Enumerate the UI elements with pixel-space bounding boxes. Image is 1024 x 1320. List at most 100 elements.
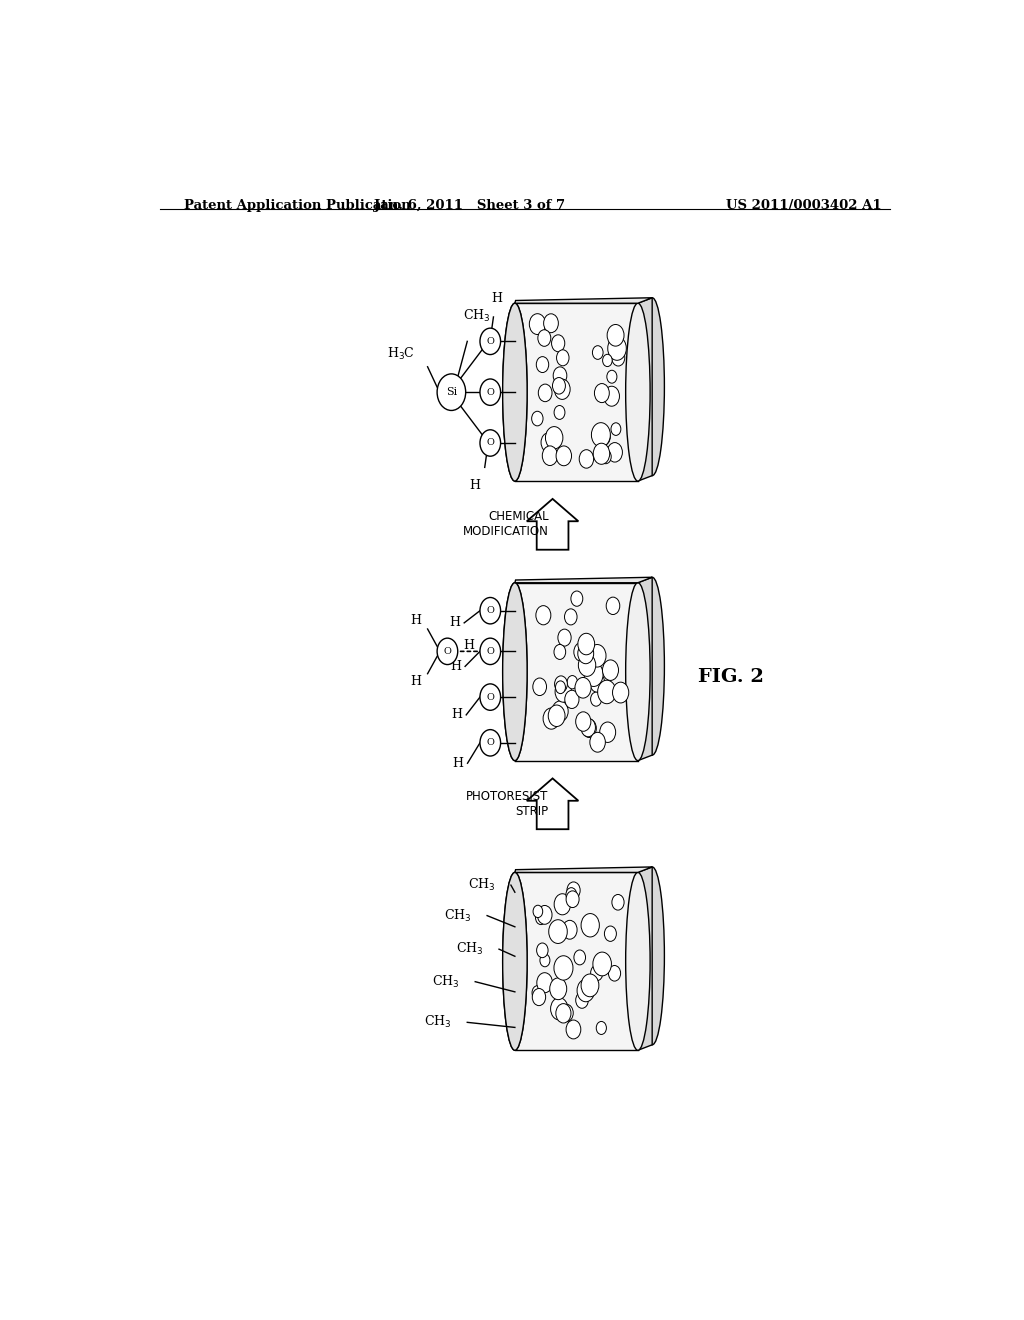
Circle shape <box>555 676 567 692</box>
Text: Patent Application Publication: Patent Application Publication <box>183 199 411 213</box>
Circle shape <box>536 606 551 624</box>
Ellipse shape <box>626 304 650 480</box>
Text: O: O <box>486 438 495 447</box>
Polygon shape <box>515 298 652 304</box>
Circle shape <box>566 891 580 908</box>
Circle shape <box>531 412 543 426</box>
Circle shape <box>573 950 586 965</box>
Circle shape <box>538 906 552 924</box>
Circle shape <box>596 428 610 445</box>
Text: H: H <box>492 292 502 305</box>
Circle shape <box>538 330 551 346</box>
Circle shape <box>544 314 558 333</box>
Polygon shape <box>638 867 652 1051</box>
Text: H$_3$C: H$_3$C <box>387 346 416 362</box>
Text: CHEMICAL
MODIFICATION: CHEMICAL MODIFICATION <box>463 511 549 539</box>
Text: H: H <box>411 614 421 627</box>
Circle shape <box>532 678 547 696</box>
Circle shape <box>578 643 594 664</box>
Text: H: H <box>453 756 464 770</box>
Circle shape <box>612 895 624 909</box>
Circle shape <box>591 965 603 981</box>
Polygon shape <box>515 577 652 582</box>
Ellipse shape <box>503 582 527 760</box>
Circle shape <box>555 681 571 702</box>
Circle shape <box>575 711 591 731</box>
Ellipse shape <box>503 873 527 1051</box>
Circle shape <box>556 1003 571 1023</box>
Bar <box>515 582 638 760</box>
Circle shape <box>589 644 606 667</box>
Bar <box>515 873 638 1051</box>
Ellipse shape <box>640 577 665 755</box>
Circle shape <box>541 433 556 453</box>
Text: FIG. 2: FIG. 2 <box>698 668 764 686</box>
Text: H: H <box>452 709 462 721</box>
Circle shape <box>607 325 624 346</box>
Text: CH$_3$: CH$_3$ <box>463 308 490 323</box>
Circle shape <box>604 927 616 941</box>
Ellipse shape <box>503 873 527 1051</box>
Text: CH$_3$: CH$_3$ <box>424 1014 452 1031</box>
Circle shape <box>602 354 612 367</box>
Text: PHOTORESIST
STRIP: PHOTORESIST STRIP <box>466 789 549 818</box>
Circle shape <box>562 920 578 940</box>
Circle shape <box>580 450 594 469</box>
Text: O: O <box>486 606 495 615</box>
Text: O: O <box>486 647 495 656</box>
Circle shape <box>540 954 550 966</box>
Circle shape <box>480 329 501 355</box>
Ellipse shape <box>503 304 527 480</box>
Circle shape <box>437 638 458 664</box>
Polygon shape <box>638 298 652 480</box>
Bar <box>515 304 638 480</box>
Circle shape <box>529 314 546 334</box>
Circle shape <box>585 663 603 686</box>
Polygon shape <box>515 867 652 873</box>
Circle shape <box>591 692 601 706</box>
Circle shape <box>546 426 563 449</box>
Text: Si: Si <box>445 387 457 397</box>
Text: H: H <box>469 479 480 492</box>
Circle shape <box>480 684 501 710</box>
Circle shape <box>596 1022 606 1035</box>
Circle shape <box>600 450 611 463</box>
Text: O: O <box>486 693 495 702</box>
Circle shape <box>582 719 596 738</box>
Circle shape <box>532 986 544 1001</box>
Circle shape <box>564 609 578 624</box>
Circle shape <box>590 673 605 693</box>
Circle shape <box>573 643 589 661</box>
Circle shape <box>556 446 571 466</box>
Circle shape <box>437 374 466 411</box>
Circle shape <box>581 974 599 997</box>
Circle shape <box>593 444 609 465</box>
Ellipse shape <box>640 867 665 1045</box>
Circle shape <box>554 405 565 420</box>
Circle shape <box>548 705 565 726</box>
FancyArrow shape <box>526 499 579 549</box>
Circle shape <box>578 979 595 1002</box>
Text: H: H <box>451 660 461 673</box>
Circle shape <box>552 701 568 722</box>
Text: CH$_3$: CH$_3$ <box>443 908 471 924</box>
Circle shape <box>480 638 501 664</box>
Polygon shape <box>638 577 652 760</box>
Circle shape <box>551 998 568 1020</box>
Circle shape <box>593 346 603 359</box>
Text: US 2011/0003402 A1: US 2011/0003402 A1 <box>726 199 882 213</box>
Circle shape <box>571 591 583 606</box>
Circle shape <box>592 422 610 447</box>
Circle shape <box>539 384 552 401</box>
Circle shape <box>554 956 573 981</box>
Circle shape <box>552 335 565 351</box>
Circle shape <box>607 371 616 383</box>
Circle shape <box>536 911 547 924</box>
Circle shape <box>567 676 578 689</box>
Ellipse shape <box>503 582 527 760</box>
Text: H: H <box>450 616 460 630</box>
Circle shape <box>598 680 616 704</box>
Circle shape <box>574 677 591 698</box>
Text: Jan. 6, 2011   Sheet 3 of 7: Jan. 6, 2011 Sheet 3 of 7 <box>374 199 565 213</box>
Bar <box>515 304 638 480</box>
